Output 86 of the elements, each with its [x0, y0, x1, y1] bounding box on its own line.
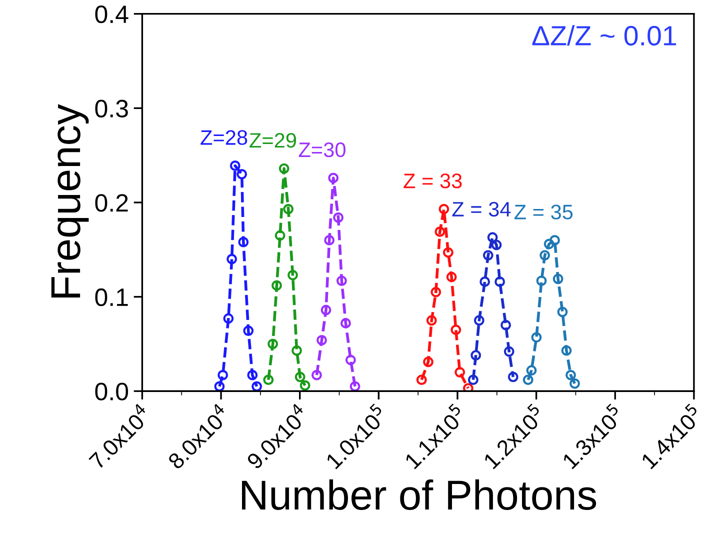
point: [263, 374, 274, 386]
point: [450, 324, 462, 336]
point: [328, 172, 339, 184]
point: [214, 381, 225, 392]
x-tick-label: 7.0x10$^{4}$: [85, 402, 153, 470]
x-axis-title: Number of Photons: [242, 479, 596, 510]
point: [292, 345, 302, 356]
point: [522, 374, 534, 386]
point: [288, 270, 298, 280]
point: [500, 320, 512, 330]
point: [482, 250, 494, 261]
point: [504, 346, 514, 357]
point: [230, 160, 240, 171]
x-tick-label: 9.0x10$^{4}$: [242, 402, 310, 470]
y-tick-label: 0.2: [95, 194, 128, 212]
point: [470, 350, 482, 360]
point: [526, 365, 537, 376]
point: [218, 370, 228, 380]
point: [491, 240, 502, 250]
y-axis-title: Frequency: [51, 104, 89, 298]
point: [557, 306, 568, 318]
point: [423, 356, 434, 368]
point: [416, 374, 427, 386]
point: [434, 226, 446, 237]
series-label: Z=30: [298, 142, 346, 158]
point: [252, 381, 262, 392]
point: [536, 276, 547, 286]
point: [566, 370, 576, 380]
point: [238, 236, 249, 248]
point: [468, 374, 478, 386]
point: [272, 280, 282, 291]
y-tick-label: 0.3: [95, 100, 128, 118]
point: [268, 338, 278, 350]
point: [223, 313, 234, 324]
point: [442, 247, 454, 258]
point: [316, 334, 327, 346]
x-tick-label: 8.0x10$^{4}$: [164, 402, 232, 470]
series-label: Z=28: [200, 130, 248, 145]
point: [324, 235, 335, 246]
point: [487, 232, 498, 243]
point: [333, 212, 344, 223]
point: [278, 163, 290, 174]
x-tick-label: 1.3x10$^{5}$: [558, 403, 626, 470]
point: [480, 276, 490, 287]
point: [247, 370, 258, 380]
y-tick-label: 0.1: [95, 288, 128, 306]
point: [438, 204, 450, 214]
point: [561, 345, 572, 356]
point: [236, 168, 248, 180]
point: [283, 204, 294, 214]
point: [336, 276, 347, 286]
point: [508, 372, 518, 382]
point: [345, 354, 356, 366]
point: [340, 318, 351, 328]
point: [552, 274, 564, 284]
point: [474, 315, 484, 326]
y-tick-label: 0.0: [95, 382, 128, 400]
point: [294, 372, 306, 382]
x-tick-label: 1.2x10$^{5}$: [480, 403, 546, 470]
point: [426, 315, 437, 326]
point: [540, 250, 550, 261]
x-tick-label: 1.0x10$^{5}$: [322, 403, 389, 470]
point: [544, 238, 554, 250]
point: [570, 378, 580, 389]
point: [311, 370, 322, 380]
x-tick-label: 1.4x10$^{5}$: [638, 403, 704, 470]
y-tick-label: 0.4: [95, 5, 128, 24]
point: [462, 383, 474, 392]
point: [300, 380, 310, 391]
series-label: Z = 33: [404, 174, 462, 188]
series-label: Z=29: [250, 132, 296, 148]
point: [494, 276, 506, 287]
point: [454, 367, 466, 378]
point: [320, 304, 332, 316]
series-label: Z = 34: [452, 202, 511, 217]
point: [226, 254, 238, 264]
point: [550, 235, 560, 246]
point: [243, 326, 254, 336]
point: [430, 286, 442, 298]
point: [531, 332, 542, 343]
series-label: Z = 35: [514, 204, 573, 220]
point: [350, 381, 360, 392]
annotation: ΔZ/Z ~ 0.01: [532, 25, 676, 46]
point: [446, 272, 457, 282]
x-tick-label: 1.1x10$^{5}$: [401, 403, 468, 470]
point: [274, 230, 286, 241]
